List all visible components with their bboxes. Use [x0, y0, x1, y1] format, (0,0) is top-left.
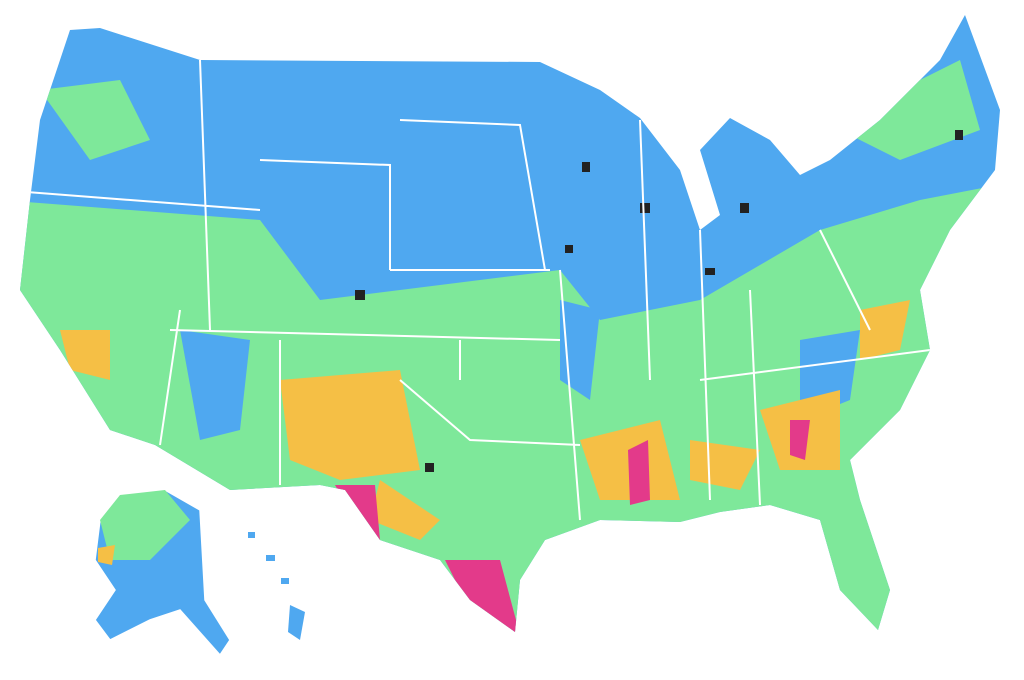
region-green-north	[40, 60, 980, 330]
region-black	[355, 130, 963, 472]
region-yellow	[60, 300, 910, 540]
hawaii	[248, 532, 305, 640]
alaska-green	[100, 490, 190, 560]
state-borders	[20, 59, 931, 521]
alaska-yellow	[98, 545, 115, 565]
